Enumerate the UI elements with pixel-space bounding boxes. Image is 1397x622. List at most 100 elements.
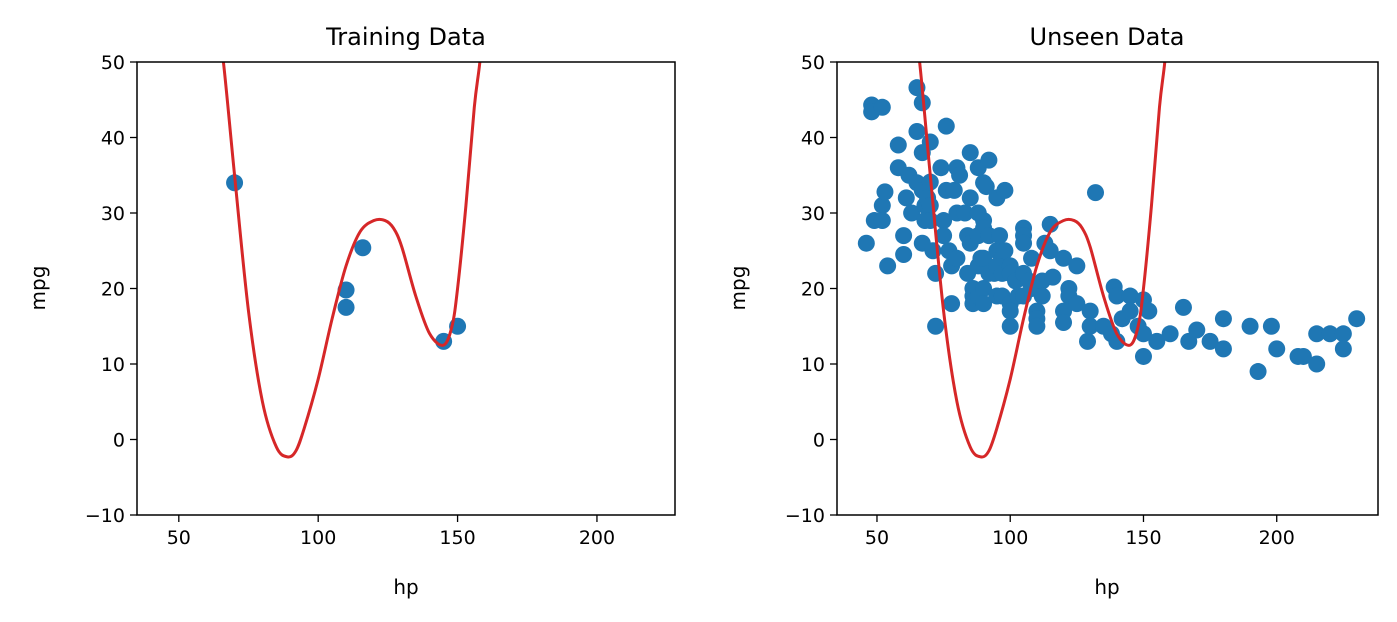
data-point bbox=[889, 136, 907, 154]
data-point bbox=[1028, 317, 1046, 335]
fit-curve-line bbox=[918, 62, 1167, 459]
data-point bbox=[876, 183, 894, 201]
data-point bbox=[945, 181, 963, 199]
x-tick-label: 100 bbox=[300, 527, 336, 549]
data-point bbox=[956, 204, 974, 222]
data-point bbox=[1321, 325, 1339, 343]
data-point bbox=[873, 212, 891, 230]
chart-unseen-data: Unseen Data 50 100 150 200 −10 0 10 20 30 40 50 hp… bbox=[726, 23, 1379, 599]
plot-frame bbox=[136, 61, 676, 516]
data-point bbox=[879, 257, 897, 275]
x-tick-label: 100 bbox=[992, 527, 1028, 549]
x-tick-label: 150 bbox=[439, 527, 475, 549]
data-point bbox=[975, 280, 993, 297]
data-point bbox=[897, 189, 915, 207]
data-point bbox=[1015, 234, 1033, 252]
y-tick-label: 40 bbox=[801, 128, 825, 150]
y-tick-label: 0 bbox=[113, 430, 125, 452]
y-tick-label: 20 bbox=[101, 279, 125, 301]
data-point bbox=[1079, 332, 1097, 350]
data-point bbox=[1334, 325, 1352, 343]
data-point bbox=[903, 204, 921, 222]
data-point bbox=[1033, 287, 1051, 305]
x-tick-label: 50 bbox=[865, 527, 889, 549]
data-point bbox=[1348, 310, 1366, 328]
data-point bbox=[1134, 325, 1152, 343]
data-point bbox=[951, 166, 969, 184]
chart-training-data: Training Data 50 100 150 200−1001020304050 … bbox=[26, 23, 676, 599]
data-point bbox=[1081, 317, 1099, 335]
data-point bbox=[1041, 242, 1059, 260]
data-point bbox=[1001, 317, 1019, 335]
data-point bbox=[1068, 295, 1086, 313]
data-point bbox=[961, 189, 979, 207]
fit-curve-line bbox=[221, 62, 482, 459]
data-point bbox=[921, 133, 939, 151]
data-point bbox=[1001, 302, 1019, 320]
y-axis-label: mpg bbox=[726, 266, 750, 311]
data-point bbox=[975, 249, 993, 267]
x-axis-label: hp bbox=[393, 575, 418, 599]
y-tick-label: 10 bbox=[101, 354, 125, 376]
data-point bbox=[1134, 347, 1152, 365]
data-point bbox=[1148, 332, 1166, 350]
data-point bbox=[857, 234, 875, 252]
data-point bbox=[1308, 325, 1326, 343]
x-axis-label: hp bbox=[1094, 575, 1119, 599]
y-tick-label: 30 bbox=[801, 203, 825, 225]
data-point bbox=[1087, 184, 1105, 202]
data-point bbox=[1268, 340, 1286, 358]
data-point bbox=[895, 246, 913, 264]
data-point bbox=[1334, 340, 1352, 358]
data-point bbox=[1108, 332, 1126, 350]
x-tick-label: 50 bbox=[167, 527, 191, 549]
data-point bbox=[354, 239, 372, 257]
chart-title: Training Data bbox=[325, 23, 486, 51]
data-point bbox=[927, 317, 945, 335]
data-point bbox=[935, 212, 953, 230]
data-point bbox=[935, 227, 953, 245]
data-point bbox=[921, 196, 939, 214]
data-point bbox=[948, 249, 966, 267]
x-tick-label: 200 bbox=[1259, 527, 1295, 549]
y-tick-label: −10 bbox=[85, 505, 125, 527]
data-point bbox=[943, 295, 961, 313]
data-point bbox=[1044, 268, 1062, 286]
x-tick-label: 200 bbox=[579, 527, 615, 549]
data-point bbox=[991, 227, 1009, 245]
data-point bbox=[1121, 302, 1139, 320]
y-tick-label: 50 bbox=[101, 52, 125, 74]
y-tick-label: 40 bbox=[101, 128, 125, 150]
data-point bbox=[975, 295, 993, 313]
data-point bbox=[1055, 249, 1073, 267]
data-point bbox=[895, 227, 913, 245]
data-point bbox=[1140, 302, 1158, 320]
data-point bbox=[1023, 249, 1041, 267]
data-point bbox=[932, 159, 950, 177]
x-tick-label: 150 bbox=[1125, 527, 1161, 549]
data-point bbox=[1081, 302, 1099, 320]
data-point bbox=[996, 181, 1014, 199]
data-point bbox=[1188, 321, 1206, 339]
data-point bbox=[996, 242, 1014, 260]
data-point bbox=[1262, 317, 1280, 335]
data-point bbox=[937, 117, 955, 135]
data-point bbox=[1161, 325, 1179, 343]
data-point bbox=[1294, 347, 1312, 365]
data-point bbox=[961, 144, 979, 162]
data-point bbox=[873, 196, 891, 214]
data-point bbox=[873, 98, 891, 116]
data-point bbox=[1055, 313, 1073, 331]
data-point bbox=[1121, 287, 1139, 305]
data-point bbox=[1174, 298, 1192, 316]
data-point bbox=[1241, 317, 1259, 335]
data-point bbox=[1214, 310, 1232, 328]
data-point bbox=[337, 298, 355, 316]
y-tick-label: 0 bbox=[813, 430, 825, 452]
y-tick-label: −10 bbox=[785, 505, 825, 527]
y-axis-label: mpg bbox=[26, 266, 50, 311]
data-point bbox=[1249, 363, 1267, 381]
data-point bbox=[1308, 355, 1326, 373]
chart-title: Unseen Data bbox=[1030, 23, 1185, 51]
